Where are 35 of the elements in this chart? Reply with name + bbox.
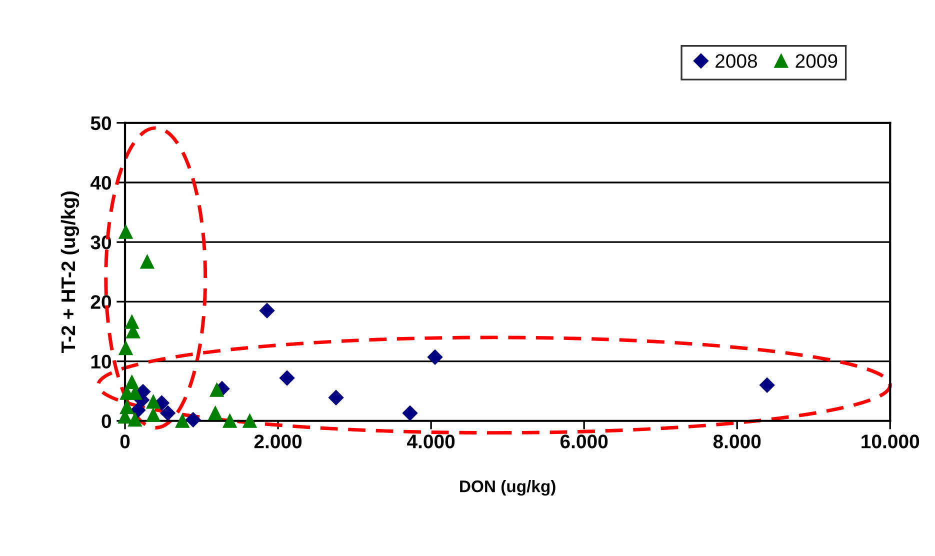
- y-tick-label: 40: [90, 176, 112, 190]
- point: [140, 254, 154, 269]
- point: [427, 350, 443, 365]
- y-tick-label: 20: [90, 295, 112, 309]
- point: [328, 390, 344, 406]
- point: [118, 341, 133, 356]
- point: [242, 414, 257, 428]
- legend-label: 2009: [796, 54, 838, 68]
- legend-label: 2008: [716, 54, 757, 68]
- point: [175, 414, 190, 428]
- point: [118, 225, 133, 239]
- point: [210, 382, 224, 397]
- point: [760, 378, 775, 393]
- point: [146, 394, 160, 409]
- point: [402, 406, 418, 421]
- x-tick-label: 8.000: [713, 434, 761, 448]
- x-axis-title: DON (ug/kg): [460, 480, 556, 496]
- x-tick-label: 4.000: [407, 434, 455, 448]
- y-tick-label: 0: [102, 414, 112, 428]
- y-tick-label: 50: [90, 116, 112, 130]
- point: [160, 406, 176, 421]
- point: [259, 303, 275, 318]
- x-tick-label: 6.000: [560, 434, 608, 448]
- x-tick-label: 0: [120, 434, 130, 448]
- point: [128, 412, 142, 427]
- point: [208, 406, 222, 420]
- x-tick-label: 2.000: [254, 434, 302, 448]
- point: [186, 412, 201, 428]
- point: [146, 408, 160, 422]
- point: [222, 414, 237, 428]
- y-axis-title: T-2 + HT-2 (ug/kg): [60, 192, 80, 353]
- point: [279, 370, 295, 386]
- x-tick-label: 10.000: [862, 434, 920, 448]
- point: [130, 402, 146, 418]
- y-tick-label: 10: [91, 354, 112, 369]
